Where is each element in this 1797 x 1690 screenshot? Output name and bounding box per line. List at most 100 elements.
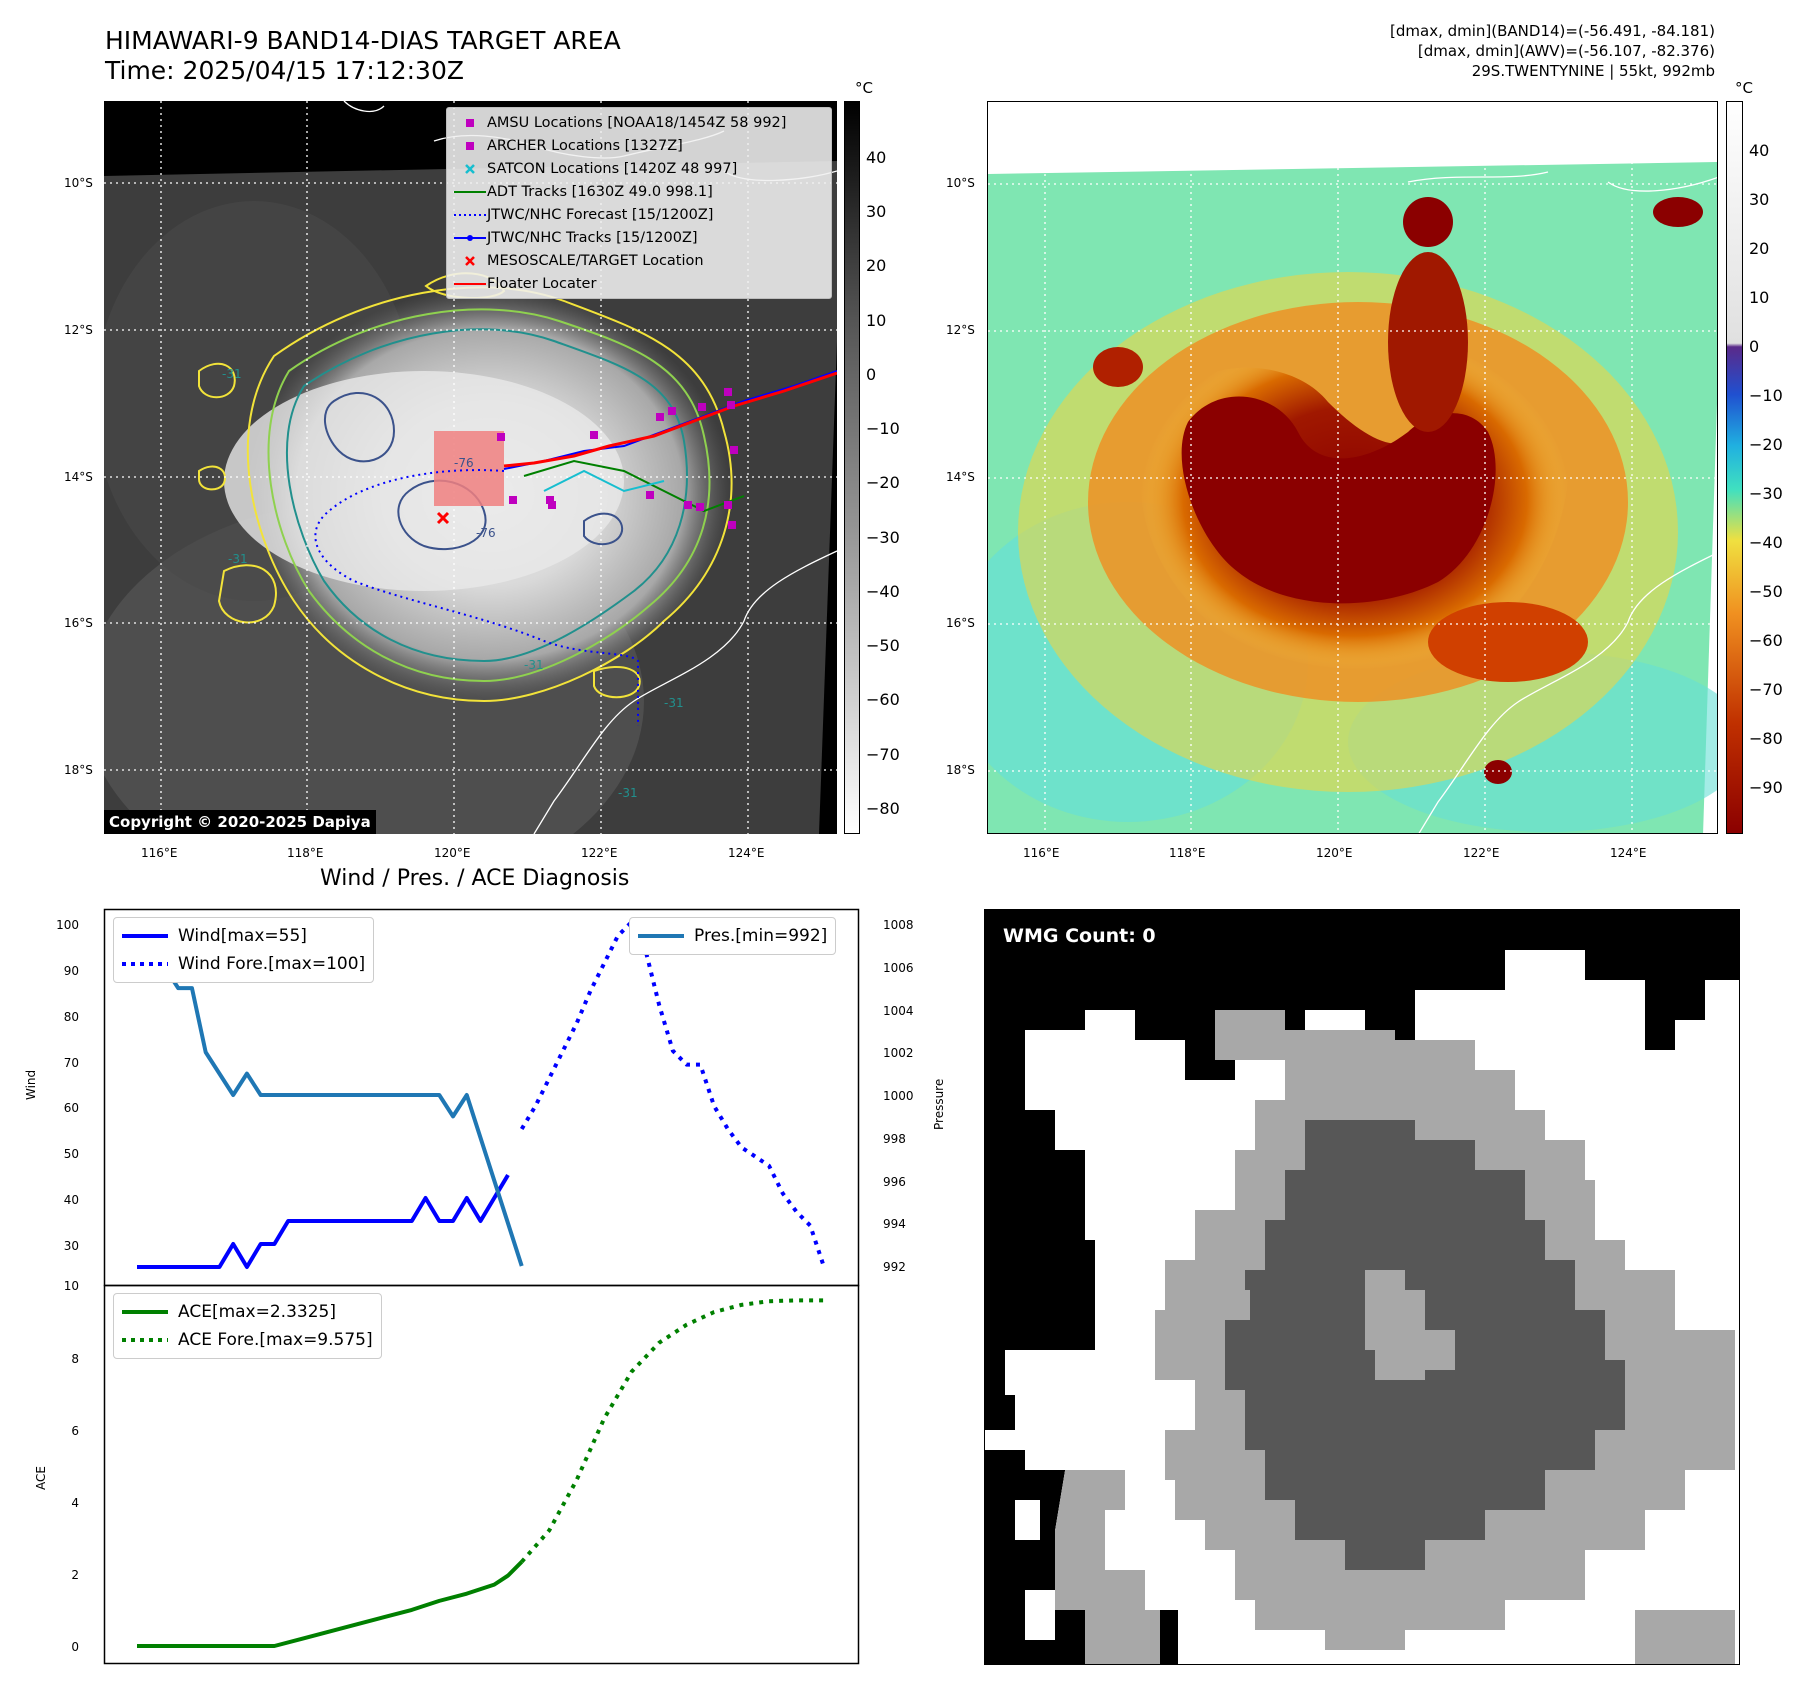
colorbar-tick: −60 [866,690,900,709]
colorbar-tick: 20 [1749,239,1770,258]
colorbar-tick: −60 [1749,631,1783,650]
lat-tick: 12°S [946,323,975,337]
lon-tick: 124°E [1610,846,1647,860]
grayscale-colorbar [844,101,860,834]
ace-legend: ACE[max=2.3325] ACE Fore.[max=9.575] [113,1293,382,1359]
lat-tick: 14°S [64,470,93,484]
lon-tick: 122°E [1463,846,1500,860]
contour-label: -76 [454,456,474,470]
legend-mesoscale: MESOSCALE/TARGET Location [487,252,704,269]
legend-wind-forecast: Wind Fore.[max=100] [178,954,366,974]
pres-tick: 994 [883,1217,906,1231]
wind-series-0 [137,1173,510,1269]
pres-tick: 1008 [883,918,914,932]
pressure-legend: Pres.[min=992] [629,917,837,955]
ace-tick: 2 [71,1568,79,1582]
colorbar-tick: −30 [1749,484,1783,503]
pres-tick: 1004 [883,1004,914,1018]
copyright-label: Copyright © 2020-2025 Dapiya [104,810,376,834]
contour-label: -31 [664,696,684,710]
pressure-series-0 [135,923,524,1267]
lon-tick: 118°E [287,846,324,860]
colorbar-tick: 0 [1749,337,1760,356]
colorbar-tick: 30 [1749,190,1770,209]
colorbar-tick: 20 [866,256,887,275]
wind-tick: 50 [63,1147,79,1161]
ace-tick: 4 [71,1496,79,1510]
wind-axis-label: Wind [24,1069,38,1100]
diagnosis-title: Wind / Pres. / ACE Diagnosis [320,866,630,891]
ace-tick: 8 [71,1352,79,1366]
colorbar-tick: 40 [866,148,887,167]
wmg-panel[interactable]: WMG Count: 0 [984,909,1740,1665]
info-band14-range: [dmax, dmin](BAND14)=(-56.491, -84.181) [1390,22,1715,40]
colorbar-tick: −40 [866,582,900,601]
colorbar-unit: °C [1735,79,1753,97]
colorbar-tick: 30 [866,202,887,221]
colorbar-tick: −40 [1749,533,1783,552]
colorbar-tick: −50 [866,636,900,655]
lat-tick: 16°S [946,616,975,630]
colorbar-tick: 0 [866,365,877,384]
ace-tick: 0 [71,1640,79,1654]
color-enhanced-map[interactable] [987,101,1718,834]
lat-tick: 10°S [64,176,93,190]
colorbar-unit: °C [855,79,873,97]
lat-tick: 14°S [946,470,975,484]
wind-legend: Wind[max=55] Wind Fore.[max=100] [113,917,375,983]
pres-tick: 996 [883,1175,906,1189]
wind-tick: 60 [63,1101,79,1115]
contour-label: -31 [222,367,242,381]
color-colorbar [1726,101,1743,834]
colorbar-tick: −10 [866,419,900,438]
lon-tick: 124°E [728,846,765,860]
ace-tick: 10 [63,1279,79,1293]
colorbar-tick: −20 [1749,435,1783,454]
figure-title: HIMAWARI-9 BAND14-DIAS TARGET AREA [105,26,621,55]
legend-amsu: AMSU Locations [NOAA18/1454Z 58 992] [487,114,787,131]
wind-tick: 80 [63,1010,79,1024]
ace-axis-label: ACE [34,1466,48,1490]
contour-label: -31 [524,658,544,672]
figure-timestamp: Time: 2025/04/15 17:12:30Z [105,56,464,85]
info-awv-range: [dmax, dmin](AWV)=(-56.107, -82.376) [1417,42,1715,60]
wind-tick: 40 [63,1193,79,1207]
colorbar-tick: −50 [1749,582,1783,601]
pres-tick: 1002 [883,1046,914,1060]
lon-tick: 122°E [581,846,618,860]
legend-adt: ADT Tracks [1630Z 49.0 998.1] [487,183,713,200]
wind-tick: 90 [63,964,79,978]
pres-tick: 1006 [883,961,914,975]
legend-tracks: JTWC/NHC Tracks [15/1200Z] [487,229,698,246]
lat-tick: 18°S [946,763,975,777]
legend-satcon: SATCON Locations [1420Z 48 997] [487,160,738,177]
wmg-count-label: WMG Count: 0 [1003,925,1156,947]
grayscale-ir-map[interactable]: -76 -76 -31 -31 -31 -31 -31 Copyright © … [104,101,837,834]
legend-forecast: JTWC/NHC Forecast [15/1200Z] [487,206,714,223]
wind-tick: 30 [63,1239,79,1253]
ace-tick: 6 [71,1424,79,1438]
colorbar-tick: −70 [866,745,900,764]
pres-tick: 1000 [883,1089,914,1103]
legend-pressure: Pres.[min=992] [694,926,828,946]
colorbar-tick: −70 [1749,680,1783,699]
lon-tick: 116°E [1023,846,1060,860]
ace-series-1 [520,1298,824,1564]
lon-tick: 116°E [141,846,178,860]
lon-tick: 118°E [1169,846,1206,860]
legend-wind: Wind[max=55] [178,926,307,946]
lat-tick: 10°S [946,176,975,190]
colorbar-tick: −90 [1749,778,1783,797]
colorbar-tick: 10 [1749,288,1770,307]
lat-tick: 18°S [64,763,93,777]
colorbar-tick: −30 [866,528,900,547]
legend-ace: ACE[max=2.3325] [178,1302,336,1322]
lon-tick: 120°E [1316,846,1353,860]
pres-tick: 998 [883,1132,906,1146]
ace-series-0 [137,1560,524,1648]
lon-tick: 120°E [434,846,471,860]
contour-label: -31 [618,786,638,800]
colorbar-tick: −10 [1749,386,1783,405]
contour-label: -31 [228,552,248,566]
